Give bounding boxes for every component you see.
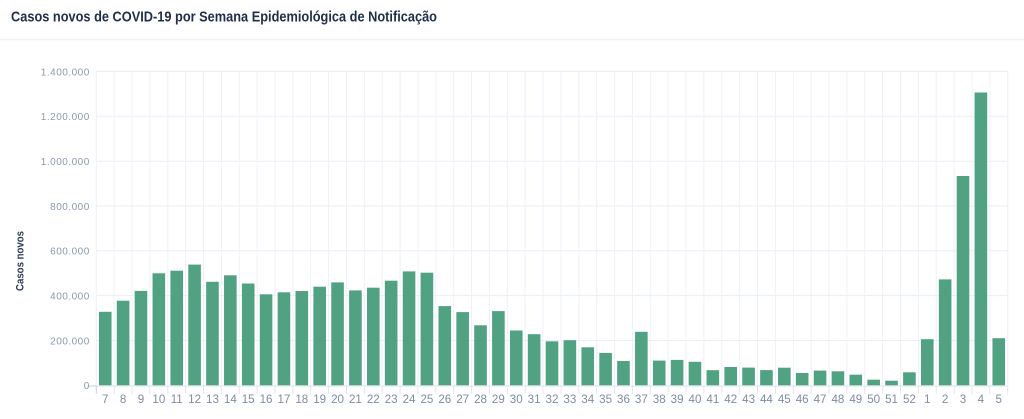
svg-text:24: 24 — [403, 393, 416, 406]
svg-text:14: 14 — [224, 393, 237, 406]
svg-text:19: 19 — [313, 393, 326, 406]
svg-text:5: 5 — [996, 393, 1002, 406]
svg-text:22: 22 — [367, 393, 380, 406]
svg-text:39: 39 — [671, 393, 684, 406]
svg-text:27: 27 — [456, 393, 469, 406]
svg-text:25: 25 — [420, 393, 433, 406]
svg-text:32: 32 — [546, 393, 559, 406]
svg-text:13: 13 — [206, 393, 219, 406]
svg-text:34: 34 — [581, 393, 594, 406]
svg-text:11: 11 — [171, 393, 183, 406]
svg-text:1: 1 — [924, 393, 930, 406]
svg-text:38: 38 — [653, 393, 666, 406]
svg-text:51: 51 — [885, 393, 898, 406]
svg-text:47: 47 — [814, 393, 827, 406]
svg-text:23: 23 — [385, 393, 398, 406]
svg-text:49: 49 — [849, 393, 862, 406]
svg-text:10: 10 — [152, 393, 165, 406]
svg-text:600.000: 600.000 — [50, 247, 90, 258]
svg-text:33: 33 — [563, 393, 576, 406]
svg-text:1.000.000: 1.000.000 — [41, 157, 90, 168]
svg-text:21: 21 — [349, 393, 362, 406]
svg-text:26: 26 — [438, 393, 451, 406]
svg-text:200.000: 200.000 — [50, 336, 90, 347]
svg-text:41: 41 — [706, 393, 719, 406]
svg-text:44: 44 — [760, 393, 773, 406]
svg-text:1.200.000: 1.200.000 — [41, 112, 90, 123]
svg-text:43: 43 — [742, 393, 755, 406]
svg-text:Casos novos: Casos novos — [15, 231, 27, 291]
svg-text:12: 12 — [188, 393, 201, 406]
svg-text:45: 45 — [778, 393, 791, 406]
svg-text:16: 16 — [260, 393, 273, 406]
svg-text:3: 3 — [960, 393, 966, 406]
svg-text:20: 20 — [331, 393, 344, 406]
svg-text:35: 35 — [599, 393, 612, 406]
svg-text:9: 9 — [138, 393, 144, 406]
svg-text:48: 48 — [831, 393, 844, 406]
svg-text:52: 52 — [903, 393, 916, 406]
svg-text:15: 15 — [242, 393, 255, 406]
svg-text:28: 28 — [474, 393, 487, 406]
svg-text:0: 0 — [84, 381, 90, 392]
svg-text:7: 7 — [102, 393, 108, 406]
svg-text:46: 46 — [796, 393, 809, 406]
svg-text:30: 30 — [510, 393, 523, 406]
svg-text:8: 8 — [120, 393, 126, 406]
svg-text:36: 36 — [617, 393, 630, 406]
svg-text:42: 42 — [724, 393, 737, 406]
svg-text:50: 50 — [867, 393, 880, 406]
svg-text:37: 37 — [635, 393, 648, 406]
svg-text:40: 40 — [689, 393, 702, 406]
svg-text:29: 29 — [492, 393, 505, 406]
svg-text:18: 18 — [295, 393, 308, 406]
svg-text:1.400.000: 1.400.000 — [41, 67, 90, 78]
svg-text:400.000: 400.000 — [50, 291, 90, 302]
svg-text:2: 2 — [942, 393, 948, 406]
svg-text:800.000: 800.000 — [50, 202, 90, 213]
svg-text:17: 17 — [277, 393, 290, 406]
svg-text:Casos novos de COVID-19 por Se: Casos novos de COVID-19 por Semana Epide… — [11, 10, 437, 26]
svg-text:31: 31 — [528, 393, 541, 406]
svg-text:4: 4 — [978, 393, 985, 406]
